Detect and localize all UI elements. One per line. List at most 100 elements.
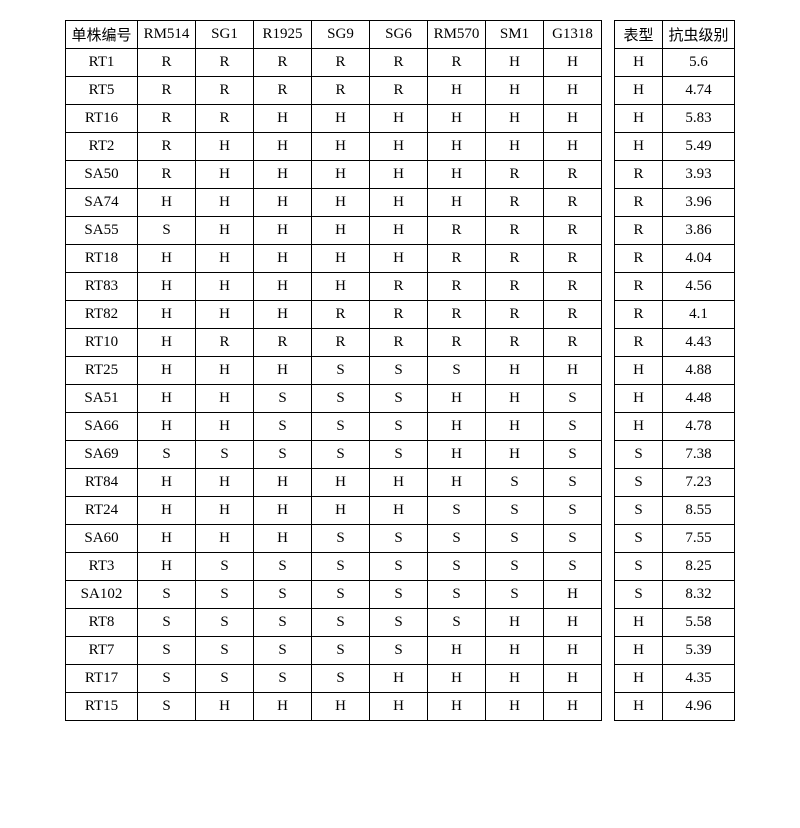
genotype-cell: H xyxy=(254,301,312,329)
genotype-cell: R xyxy=(428,301,486,329)
genotype-cell: S xyxy=(428,553,486,581)
genotype-cell: R xyxy=(196,49,254,77)
plant-id-cell: RT83 xyxy=(66,273,138,301)
genotype-cell: R xyxy=(370,329,428,357)
table-row: R3.93 xyxy=(615,161,735,189)
genotype-cell: S xyxy=(312,441,370,469)
genotype-cell: S xyxy=(370,385,428,413)
genotype-cell: H xyxy=(254,273,312,301)
table-row: SA50RHHHHHRR xyxy=(66,161,602,189)
phenotype-cell: R xyxy=(615,189,663,217)
genotype-cell: H xyxy=(486,77,544,105)
phenotype-cell: H xyxy=(615,77,663,105)
plant-id-cell: RT3 xyxy=(66,553,138,581)
genotype-cell: H xyxy=(196,189,254,217)
genotype-cell: R xyxy=(544,161,602,189)
genotype-cell: R xyxy=(138,105,196,133)
genotype-cell: S xyxy=(544,525,602,553)
genotype-cell: R xyxy=(196,105,254,133)
genotype-cell: S xyxy=(428,357,486,385)
table-row: SA102SSSSSSSH xyxy=(66,581,602,609)
genotype-cell: S xyxy=(370,441,428,469)
genotype-cell: H xyxy=(138,469,196,497)
genotype-cell: S xyxy=(428,581,486,609)
genotype-cell: H xyxy=(312,693,370,721)
genotype-cell: S xyxy=(486,497,544,525)
table-row: RT83HHHHRRRR xyxy=(66,273,602,301)
genotype-cell: H xyxy=(138,413,196,441)
genotype-cell: S xyxy=(196,637,254,665)
genotype-cell: R xyxy=(486,329,544,357)
resistance-level-cell: 8.32 xyxy=(663,581,735,609)
genotype-cell: R xyxy=(196,77,254,105)
genotype-cell: S xyxy=(254,581,312,609)
phenotype-cell: H xyxy=(615,637,663,665)
genotype-cell: H xyxy=(544,133,602,161)
genotype-cell: H xyxy=(196,469,254,497)
genotype-cell: H xyxy=(196,525,254,553)
genotype-cell: S xyxy=(486,469,544,497)
genotype-cell: R xyxy=(544,217,602,245)
phenotype-cell: H xyxy=(615,133,663,161)
genotype-cell: H xyxy=(428,665,486,693)
genotype-cell: R xyxy=(254,329,312,357)
genotype-cell: H xyxy=(428,637,486,665)
table-row: SA74HHHHHHRR xyxy=(66,189,602,217)
table-row: RT15SHHHHHHH xyxy=(66,693,602,721)
genotype-cell: H xyxy=(138,189,196,217)
genotype-cell: S xyxy=(312,609,370,637)
table-header-row: 单株编号 RM514 SG1 R1925 SG9 SG6 RM570 SM1 G… xyxy=(66,21,602,49)
plant-id-cell: RT25 xyxy=(66,357,138,385)
resistance-level-cell: 3.93 xyxy=(663,161,735,189)
phenotype-cell: R xyxy=(615,217,663,245)
genotype-cell: S xyxy=(254,609,312,637)
resistance-level-cell: 4.74 xyxy=(663,77,735,105)
resistance-level-cell: 4.35 xyxy=(663,665,735,693)
genotype-cell: R xyxy=(544,245,602,273)
table-row: H5.39 xyxy=(615,637,735,665)
resistance-level-cell: 4.1 xyxy=(663,301,735,329)
genotype-cell: S xyxy=(254,637,312,665)
genotype-cell: S xyxy=(196,581,254,609)
genotype-cell: H xyxy=(486,357,544,385)
resistance-level-cell: 5.58 xyxy=(663,609,735,637)
genotype-cell: S xyxy=(544,385,602,413)
genotype-cell: H xyxy=(138,385,196,413)
phenotype-cell: H xyxy=(615,49,663,77)
genotype-cell: H xyxy=(196,133,254,161)
genotype-cell: H xyxy=(428,413,486,441)
genotype-cell: H xyxy=(254,217,312,245)
header-marker-sg6: SG6 xyxy=(370,21,428,49)
genotype-cell: H xyxy=(486,693,544,721)
resistance-level-cell: 5.6 xyxy=(663,49,735,77)
genotype-cell: R xyxy=(544,273,602,301)
resistance-level-cell: 4.04 xyxy=(663,245,735,273)
plant-id-cell: RT18 xyxy=(66,245,138,273)
plant-id-cell: SA60 xyxy=(66,525,138,553)
genotype-cell: S xyxy=(544,553,602,581)
table-row: RT3HSSSSSSS xyxy=(66,553,602,581)
genotype-cell: S xyxy=(312,637,370,665)
table-row: H5.6 xyxy=(615,49,735,77)
genotype-cell: H xyxy=(312,189,370,217)
genotype-cell: R xyxy=(138,161,196,189)
table-row: RT17SSSSHHHH xyxy=(66,665,602,693)
table-row: S8.55 xyxy=(615,497,735,525)
genotype-cell: H xyxy=(254,245,312,273)
genotype-cell: S xyxy=(428,609,486,637)
genotype-cell: H xyxy=(370,161,428,189)
genotype-cell: S xyxy=(254,553,312,581)
table-row: H5.49 xyxy=(615,133,735,161)
genotype-cell: S xyxy=(196,553,254,581)
table-row: RT84HHHHHHSS xyxy=(66,469,602,497)
genotype-cell: H xyxy=(196,301,254,329)
genotype-cell: R xyxy=(370,49,428,77)
genotype-cell: H xyxy=(312,469,370,497)
genotype-cell: S xyxy=(370,609,428,637)
genotype-cell: H xyxy=(486,49,544,77)
phenotype-cell: H xyxy=(615,693,663,721)
genotype-cell: H xyxy=(312,273,370,301)
genotype-cell: R xyxy=(196,329,254,357)
header-marker-sg9: SG9 xyxy=(312,21,370,49)
header-resistance-level: 抗虫级别 xyxy=(663,21,735,49)
